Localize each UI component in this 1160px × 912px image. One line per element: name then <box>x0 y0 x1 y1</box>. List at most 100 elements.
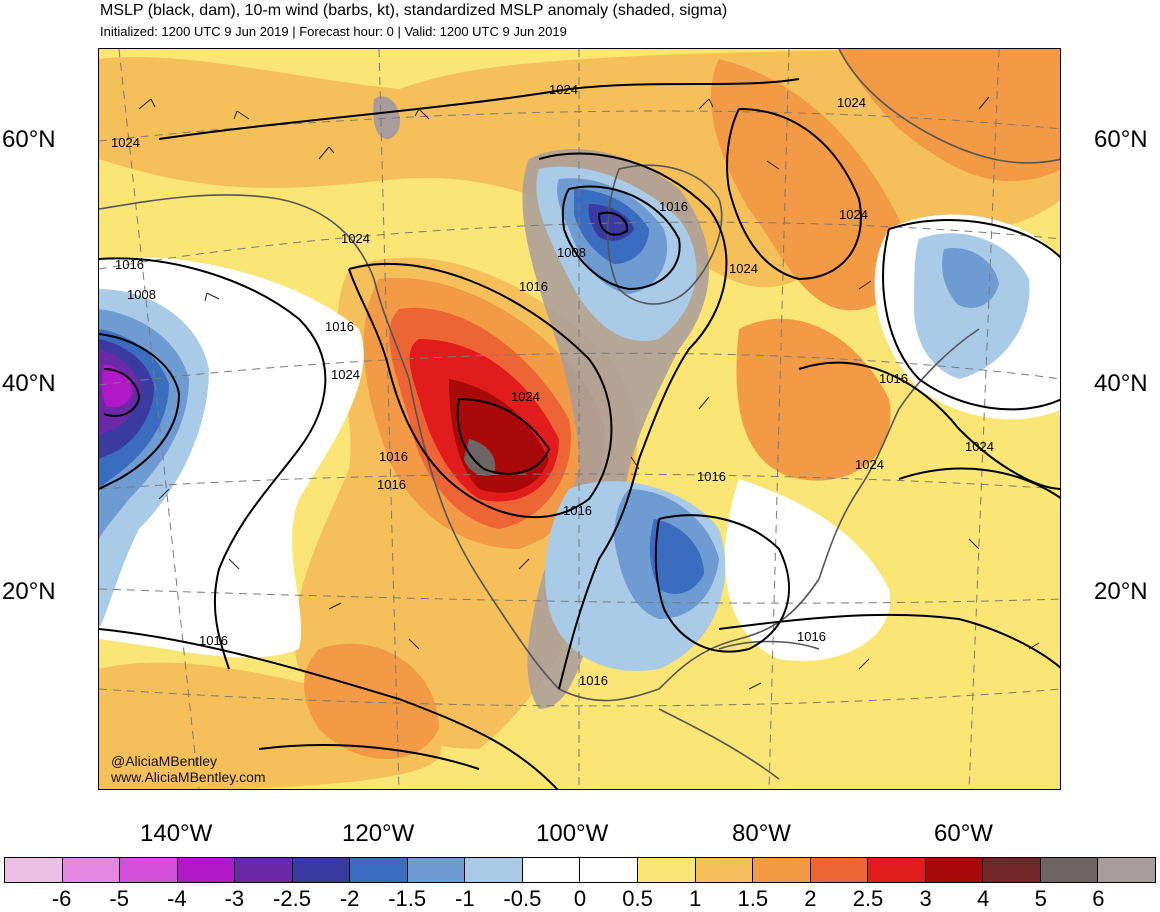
isobar-label: 1024 <box>839 207 868 222</box>
colorbar-swatch <box>925 858 984 882</box>
barb-3 <box>318 146 335 160</box>
colorbar-swatch <box>522 858 581 882</box>
barb-5 <box>698 98 714 110</box>
credit-handle: @AliciaMBentley <box>111 753 218 769</box>
isobars <box>99 78 1060 789</box>
parallel-30n <box>99 473 1060 490</box>
isobar-label: 1024 <box>837 95 866 110</box>
coast-hudson-bay <box>606 164 723 305</box>
graticule <box>99 49 1060 789</box>
anomaly-5-sigma-west <box>464 439 496 476</box>
isobar-label: 1024 <box>511 389 540 404</box>
anomaly-6-sigma-northwest <box>373 96 400 139</box>
lat-label-right: 40°N <box>1094 370 1148 397</box>
barb-12 <box>408 638 420 650</box>
isobar-label: 1016 <box>879 371 908 386</box>
meridian-60w <box>968 49 1000 789</box>
isobar-label: 1016 <box>199 633 228 648</box>
lat-label-left: 60°N <box>2 126 56 153</box>
wind-barbs <box>138 96 1040 690</box>
isobar-pacific-low-inner <box>103 368 141 417</box>
parallel-10n <box>99 688 1060 707</box>
colorbar-tick-label: -2.5 <box>273 886 311 911</box>
coast-cuba <box>718 640 820 650</box>
isobar-label: 1024 <box>729 261 758 276</box>
isobar-atlantic-south-1024 <box>898 467 1060 499</box>
isobar-label: 1016 <box>519 279 548 294</box>
isobar-north-1024 <box>158 78 800 140</box>
isobar-label: 1024 <box>341 231 370 246</box>
isobar-hudson-low-inner <box>597 211 629 236</box>
lon-label: 80°W <box>732 820 791 847</box>
barb-1 <box>138 98 156 110</box>
coast-mexico-gulf <box>558 578 820 702</box>
colorbar-tick-label: -0.5 <box>503 886 542 911</box>
colorbar-tick-label: 3 <box>919 886 932 911</box>
isobar-label: 1024 <box>965 439 994 454</box>
lon-label: 60°W <box>934 820 993 847</box>
lat-label-right: 60°N <box>1094 126 1148 153</box>
isobar-southern-1016 <box>99 628 559 789</box>
colorbar-tick-label: -2 <box>339 886 360 911</box>
isobar-caribbean-1016 <box>718 613 1060 669</box>
isobar-label: 1016 <box>115 257 144 272</box>
isobar-label: 1016 <box>697 469 726 484</box>
barb-6 <box>766 160 780 170</box>
parallel-60n <box>99 110 1060 142</box>
colorbar-tick-label: -1.5 <box>388 886 427 911</box>
isobar-greenland-1024 <box>726 108 862 281</box>
map-subtitle: Initialized: 1200 UTC 9 Jun 2019 | Forec… <box>100 24 567 39</box>
isobar-west-high-1024 <box>348 262 613 519</box>
isobar-label: 1016 <box>579 673 608 688</box>
barb-4 <box>414 108 430 120</box>
colorbar-swatch <box>120 858 178 882</box>
colorbar-tick-label: -6 <box>51 886 72 911</box>
colorbar-swatch <box>62 858 121 882</box>
lat-label-right: 20°N <box>1094 578 1148 605</box>
isobar-pacific-low-1008 <box>99 333 181 490</box>
isobar-hudson-low-1008 <box>561 185 681 291</box>
colorbar-swatch <box>1098 858 1155 882</box>
coast-us-east <box>818 328 980 580</box>
colorbar-swatch <box>753 858 811 882</box>
colorbar-tick-label: 0.5 <box>622 886 653 911</box>
lat-label-left: 20°N <box>2 578 56 605</box>
colorbar-swatch <box>638 858 696 882</box>
coast-alaska <box>99 194 410 380</box>
colorbar-swatch <box>1040 858 1099 882</box>
colorbar-tick-label: 4 <box>977 886 990 911</box>
anomaly-neg-4-sigma-pacific <box>102 364 133 408</box>
colorbar-swatch <box>810 858 869 882</box>
colorbar <box>4 857 1156 883</box>
credit-site: www.AliciaMBentley.com <box>111 769 266 785</box>
isobar-south-lower <box>258 744 480 770</box>
isobar-label: 1024 <box>549 82 578 97</box>
colorbar-tick-label: 5 <box>1034 886 1047 911</box>
parallel-50n <box>99 221 1060 270</box>
lon-label: 120°W <box>342 820 415 847</box>
anomaly-2-sigma-northeast <box>839 49 1060 182</box>
anomaly-2-sigma-northeast-coast <box>736 318 891 481</box>
map-title: MSLP (black, dam), 10-m wind (barbs, kt)… <box>100 2 728 19</box>
isobar-label: 1024 <box>111 135 140 150</box>
isobar-pacific-low-1016 <box>99 257 327 670</box>
lon-label: 140°W <box>140 820 213 847</box>
colorbar-swatch <box>580 858 639 882</box>
lat-label-left: 40°N <box>2 370 56 397</box>
barb-15 <box>968 538 980 550</box>
meridian-80w <box>768 49 790 789</box>
colorbar-swatch <box>292 858 351 882</box>
isobar-label: 1016 <box>563 503 592 518</box>
anomaly-2-sigma-north <box>710 59 906 311</box>
isobar-hudson-low-1016 <box>538 152 728 690</box>
isobar-label: 1016 <box>325 319 354 334</box>
meridian-120w <box>378 49 400 789</box>
isobar-label: 1016 <box>379 449 408 464</box>
lon-label: 100°W <box>536 820 609 847</box>
barb-9 <box>158 488 170 500</box>
isobar-label: 1016 <box>797 629 826 644</box>
anomaly-map: 1024 1024 1024 1024 1016 1008 1016 1008 … <box>99 49 1060 789</box>
anomaly-neg-1-5-sigma-south <box>649 519 704 594</box>
colorbar-tick-label: -1 <box>455 886 475 911</box>
isobar-label: 1016 <box>659 199 688 214</box>
